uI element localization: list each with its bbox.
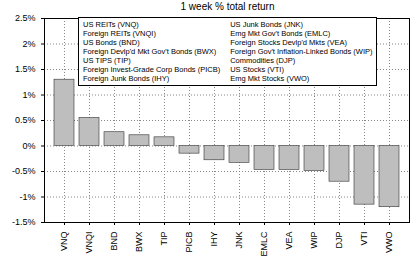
- svg-text:PICB: PICB: [184, 232, 194, 253]
- html-text:Commodities (DJP): Commodities (DJP): [230, 56, 296, 65]
- svg-text:JNK: JNK: [234, 232, 244, 249]
- html-text:US TIPS (TIP): US TIPS (TIP): [83, 56, 131, 65]
- html-text:Foreign Stocks Devlp'd Mkts (V: Foreign Stocks Devlp'd Mkts (VEA): [230, 38, 347, 47]
- html-text:Foreign Devlp'd Mkt Gov't Bond: Foreign Devlp'd Mkt Gov't Bonds (BWX): [83, 47, 217, 56]
- html-text:Foreign Junk Bonds (IHY): Foreign Junk Bonds (IHY): [83, 74, 170, 83]
- html-text:1 week % total return: 1 week % total return: [180, 1, 275, 12]
- svg-text:2%: 2%: [22, 39, 35, 49]
- html-text:Foreign Gov't Inflation-Linked: Foreign Gov't Inflation-Linked Bonds (WI…: [230, 47, 373, 56]
- svg-text:VEA: VEA: [284, 232, 294, 250]
- html-text:Foreign REITs (VNQI): Foreign REITs (VNQI): [83, 29, 156, 38]
- svg-text:-1.5%: -1.5%: [12, 217, 36, 227]
- svg-text:VNQ: VNQ: [59, 232, 69, 252]
- svg-text:-1%: -1%: [19, 192, 35, 202]
- html-text:US Bonds (BND): US Bonds (BND): [83, 38, 140, 47]
- svg-text:VNQI: VNQI: [84, 232, 94, 254]
- svg-text:BND: BND: [109, 231, 119, 251]
- svg-text:VTI: VTI: [359, 232, 369, 246]
- html-text:Foreign Invest-Grade Corp Bond: Foreign Invest-Grade Corp Bonds (PICB): [83, 65, 221, 74]
- html-text:US REITs (VNQ): US REITs (VNQ): [83, 20, 139, 29]
- svg-text:TIP: TIP: [159, 232, 169, 246]
- svg-text:-0.5%: -0.5%: [12, 166, 36, 176]
- svg-text:1%: 1%: [22, 90, 35, 100]
- svg-text:IHY: IHY: [209, 232, 219, 247]
- html-text:US Stocks (VTI): US Stocks (VTI): [230, 65, 284, 74]
- svg-text:0%: 0%: [22, 141, 35, 151]
- svg-text:VWO: VWO: [384, 232, 394, 254]
- svg-text:WIP: WIP: [309, 232, 319, 249]
- svg-text:0.5%: 0.5%: [15, 115, 36, 125]
- html-text:US Junk Bonds (JNK): US Junk Bonds (JNK): [230, 20, 304, 29]
- html-text:Emg Mkt Gov't Bonds (EMLC): Emg Mkt Gov't Bonds (EMLC): [230, 29, 331, 38]
- svg-text:DJP: DJP: [334, 232, 344, 249]
- html-text:Emg Mkt Stocks (VWO): Emg Mkt Stocks (VWO): [230, 74, 310, 83]
- svg-text:1.5%: 1.5%: [15, 64, 36, 74]
- svg-text:BWX: BWX: [134, 232, 144, 253]
- svg-text:2.5%: 2.5%: [15, 14, 36, 23]
- svg-text:EMLC: EMLC: [259, 231, 269, 257]
